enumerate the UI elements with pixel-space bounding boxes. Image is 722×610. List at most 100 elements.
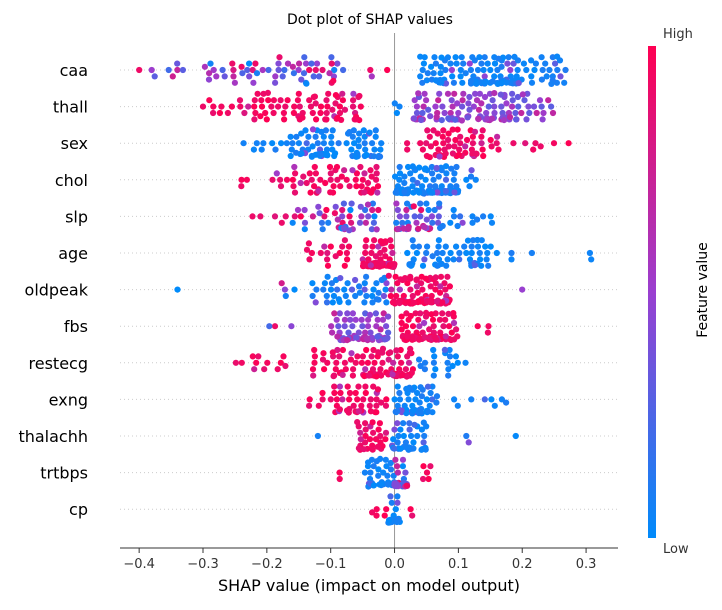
shap-dot-caa-3-100 <box>438 79 445 86</box>
shap-dot-caa-1-4 <box>331 66 338 74</box>
shap-dot-sex-1-9 <box>298 130 305 137</box>
shap-dot-oldpeak-2-31 <box>342 292 349 300</box>
shap-dot-restecg-1-3 <box>311 359 318 366</box>
feature-label-caa: caa <box>60 61 88 80</box>
shap-dot-caa-1-20 <box>319 66 326 74</box>
shap-dot-thall-1-62 <box>352 116 359 123</box>
shap-dot-sex-1-32 <box>312 133 319 140</box>
shap-dot-exng-2-26 <box>391 396 398 403</box>
shap-dot-fbs-1-55 <box>331 310 338 317</box>
shap-dot-age-2-48 <box>474 236 481 244</box>
shap-dot-age-2-36 <box>450 256 457 263</box>
shap-dot-restecg-1-19 <box>320 350 327 357</box>
shap-dot-oldpeak-2-41 <box>352 276 359 284</box>
shap-dot-caa-3-35 <box>449 73 456 80</box>
shap-dot-oldpeak-3-55 <box>397 276 404 283</box>
shap-dot-exng-1-5 <box>354 396 361 403</box>
shap-dot-fbs-1-2 <box>364 323 372 330</box>
shap-dot-trtbps-0-0 <box>336 469 343 476</box>
shap-dot-exng-1-6 <box>378 399 385 406</box>
shap-dot-thall-3-16 <box>455 109 462 117</box>
shap-dot-age-0-16 <box>327 243 334 250</box>
shap-dot-fbs-2-20 <box>429 316 437 323</box>
shap-dot-thalachh-2-35 <box>404 444 411 451</box>
shap-dot-thall-1-21 <box>323 109 330 117</box>
shap-dot-chol-1-19 <box>290 183 297 190</box>
shap-dot-fbs-1-65 <box>385 313 392 320</box>
shap-dot-caa-1-42 <box>296 60 303 67</box>
shap-dot-age-1-87 <box>361 261 368 268</box>
shap-dot-caa-3-107 <box>481 80 488 87</box>
shap-dot-cp-2-1 <box>409 512 416 519</box>
shap-dot-chol-1-12 <box>358 183 365 190</box>
shap-dot-caa-3-40 <box>458 54 465 61</box>
shap-dot-exng-2-42 <box>425 408 432 415</box>
shap-dot-age-2-42 <box>435 243 442 250</box>
shap-dot-restecg-2-3 <box>379 359 386 366</box>
shap-dot-exng-1-26 <box>366 402 373 409</box>
shap-dot-thall-3-89 <box>410 115 418 122</box>
shap-dot-caa-4-1 <box>539 66 546 74</box>
shap-dot-age-3-0 <box>508 249 515 257</box>
shap-dot-age-0-0 <box>324 249 331 257</box>
shap-dot-chol-2-29 <box>429 170 436 177</box>
shap-dot-trtbps-2-8 <box>399 456 407 463</box>
shap-dot-restecg-2-57 <box>389 371 396 378</box>
shap-dot-oldpeak-3-71 <box>437 283 444 290</box>
shap-dot-thall-1-2 <box>357 103 364 110</box>
shap-dot-restecg-1-15 <box>354 353 361 360</box>
shap-dot-restecg-3-12 <box>430 372 437 379</box>
shap-dot-thall-1-47 <box>313 116 320 123</box>
shap-dot-sex-3-49 <box>480 152 487 160</box>
shap-dot-thall-1-58 <box>290 109 297 117</box>
shap-dot-sex-1-1 <box>320 140 327 147</box>
shap-dot-sex-0-9 <box>293 133 300 140</box>
shap-dot-age-2-27 <box>442 243 449 250</box>
shap-dot-trtbps-3-3 <box>427 463 434 470</box>
shap-dot-thall-3-71 <box>472 90 479 97</box>
shap-dot-restecg-2-24 <box>402 366 409 373</box>
shap-dot-caa-3-39 <box>484 60 491 67</box>
shap-dot-thall-3-97 <box>452 116 459 123</box>
shap-dot-restecg-0-3 <box>274 366 281 373</box>
chart-title: Dot plot of SHAP values <box>287 12 453 28</box>
shap-dot-age-1-19 <box>371 237 378 244</box>
shap-dot-sex-4-5 <box>495 146 502 153</box>
shap-dot-caa-0-10 <box>230 66 237 74</box>
shap-dot-age-2-20 <box>456 249 463 257</box>
shap-dot-caa-3-28 <box>460 60 467 67</box>
shap-dot-thalachh-2-33 <box>411 421 418 428</box>
shap-dot-cp-0-3 <box>373 512 380 519</box>
shap-dot-sex-3-7 <box>439 133 446 140</box>
shap-dot-slp-1-17 <box>369 206 376 214</box>
shap-dot-fbs-1-18 <box>377 326 384 333</box>
shap-dot-sex-1-8 <box>362 146 369 153</box>
shap-dot-thall-1-60 <box>356 92 363 100</box>
shap-dot-oldpeak-3-83 <box>439 299 446 306</box>
shap-dot-exng-1-19 <box>355 383 362 390</box>
shap-dot-fbs-1-13 <box>362 329 369 336</box>
shap-dot-oldpeak-2-26 <box>336 298 343 305</box>
shap-dot-thall-1-48 <box>263 116 270 123</box>
shap-dot-restecg-3-11 <box>445 372 452 379</box>
shap-dot-restecg-2-20 <box>385 356 392 363</box>
shap-dot-caa-1-3 <box>281 66 288 74</box>
shap-dot-cp-1-3 <box>394 499 401 506</box>
shap-dot-cp-1-5 <box>387 493 394 500</box>
shap-dot-slp-2-12 <box>429 219 436 226</box>
shap-dot-caa-4-18 <box>528 79 536 86</box>
shap-dot-trtbps-2-1 <box>402 469 409 476</box>
colorbar-high-label: High <box>663 27 693 42</box>
shap-dot-slp-0-3 <box>271 213 279 220</box>
shap-dot-caa-1-14 <box>303 60 310 67</box>
shap-dot-thall-1-11 <box>296 103 303 110</box>
shap-dot-slp-1-10 <box>297 213 304 220</box>
shap-dot-caa-1-21 <box>249 66 256 74</box>
shap-dot-age-2-50 <box>482 243 489 250</box>
shap-dot-age-0-10 <box>324 262 332 269</box>
shap-dot-exng-1-30 <box>336 383 343 390</box>
shap-dot-exng-2-3 <box>414 389 421 397</box>
shap-dot-thall-3-14 <box>411 97 418 104</box>
shap-dot-trtbps-1-5 <box>370 463 377 470</box>
shap-dot-exng-1-39 <box>336 406 343 413</box>
